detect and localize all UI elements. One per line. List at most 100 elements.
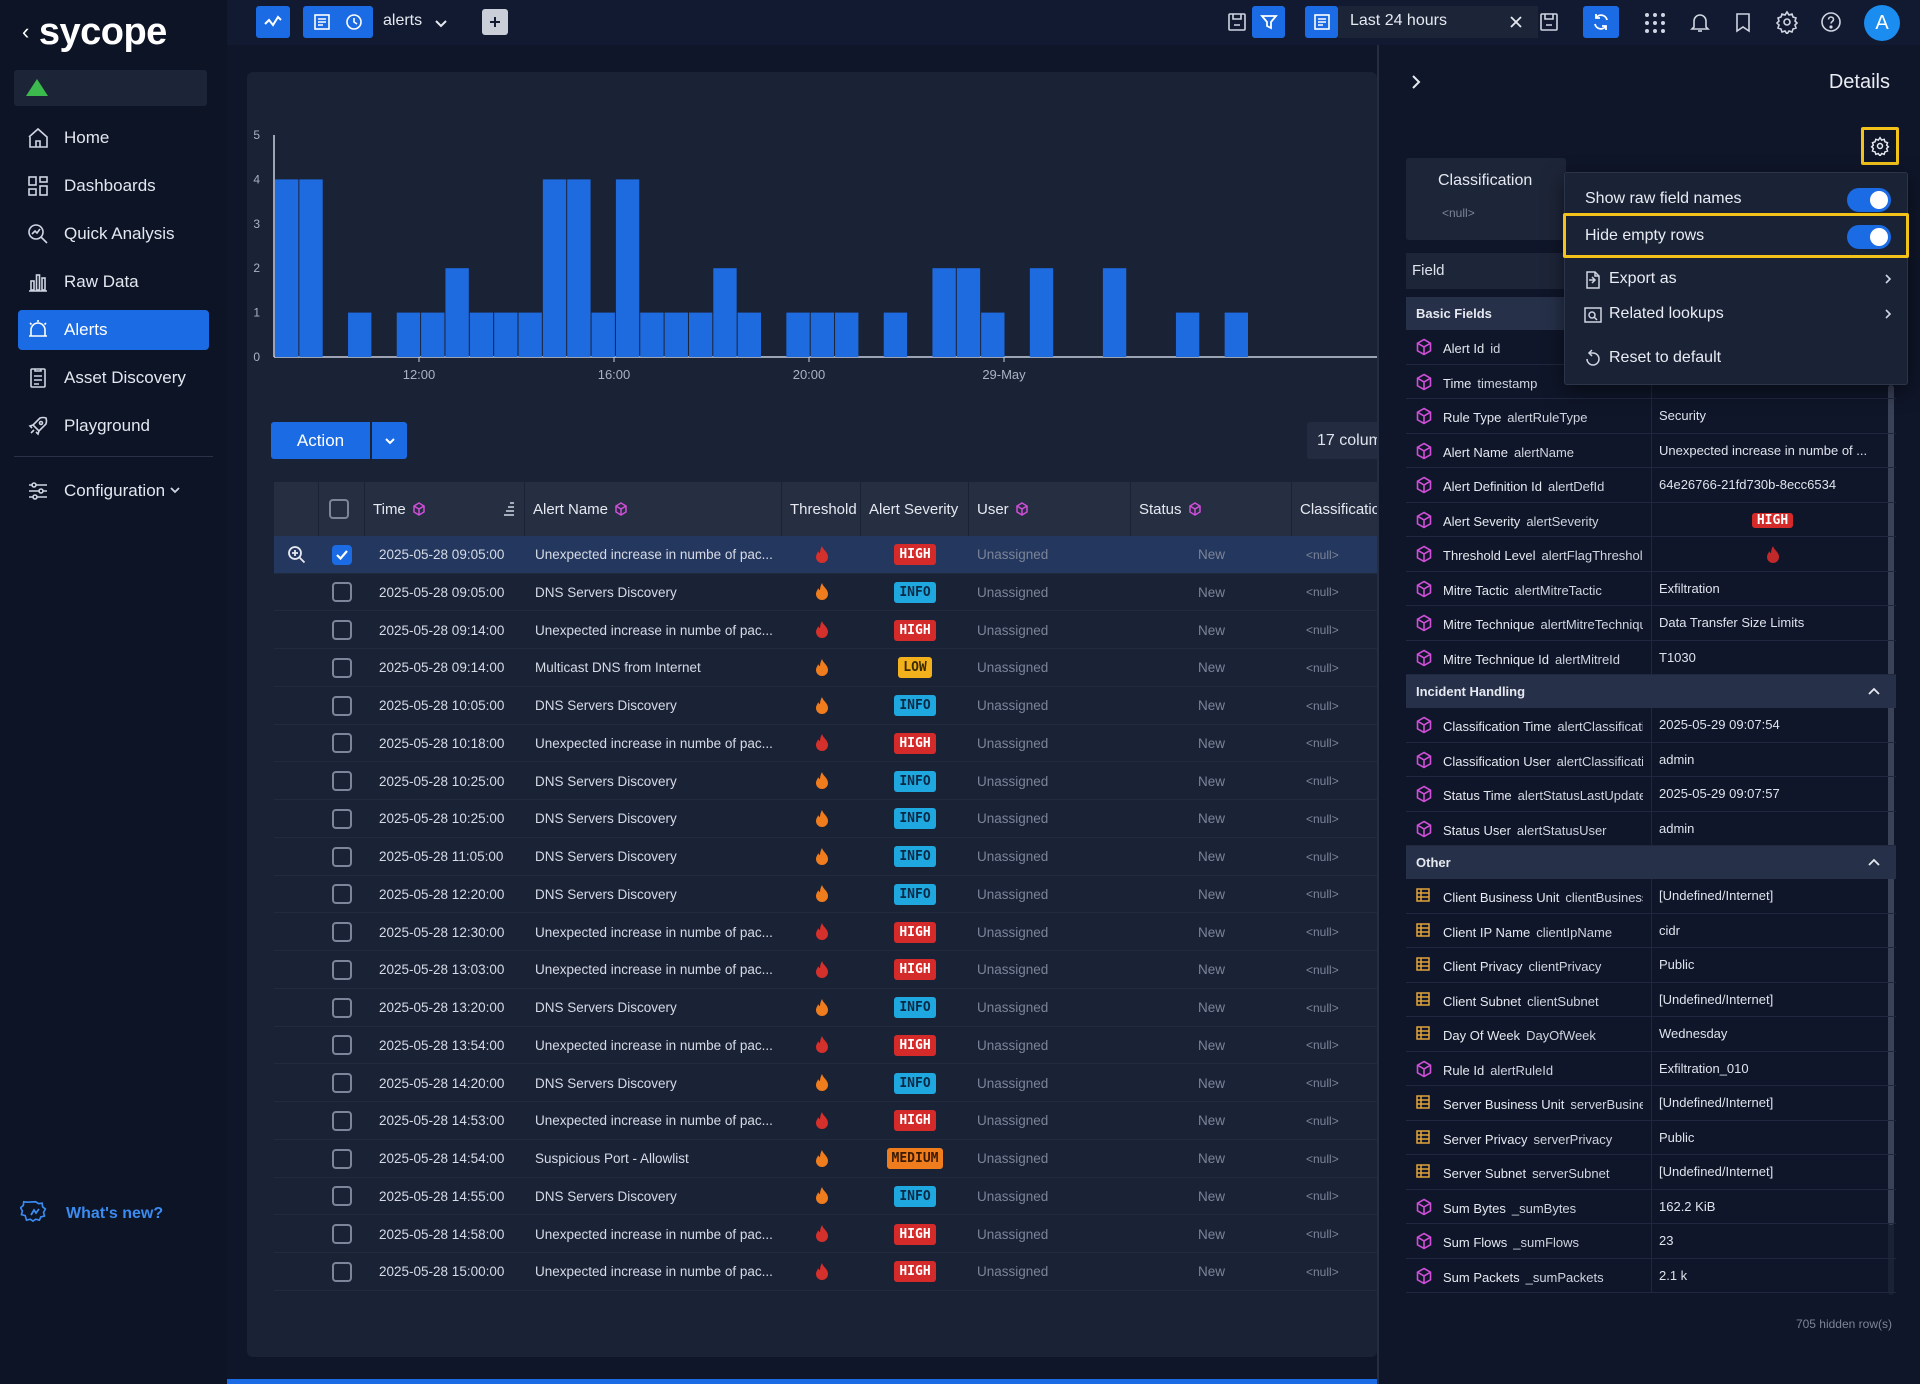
histogram-bar[interactable] (591, 312, 615, 357)
histogram-bar[interactable] (737, 312, 761, 357)
row-checkbox[interactable] (332, 544, 352, 565)
time-range-field[interactable] (1338, 6, 1538, 38)
classification-card[interactable]: Classification <null> (1406, 158, 1566, 240)
chevron-up-icon[interactable] (1866, 684, 1882, 698)
details-field-row[interactable]: Day Of Week DayOfWeek Wednesday (1406, 1017, 1896, 1052)
histogram-bar[interactable] (469, 312, 494, 357)
details-section-header[interactable]: Incident Handling (1406, 675, 1896, 708)
details-field-row[interactable]: Alert Name alertName Unexpected increase i… (1406, 433, 1896, 468)
table-row[interactable]: 2025-05-28 11:05:00 DNS Servers Discovery… (274, 838, 1377, 876)
alert-name-cell[interactable]: DNS Servers Discovery (535, 698, 677, 713)
histogram-bar[interactable] (1102, 268, 1127, 357)
select-all-checkbox[interactable] (329, 499, 349, 519)
table-row[interactable]: 2025-05-28 14:53:00 Unexpected increase i… (274, 1102, 1377, 1140)
alert-name-cell[interactable]: Multicast DNS from Internet (535, 660, 701, 676)
chevron-right-icon[interactable] (1409, 73, 1423, 91)
row-checkbox[interactable] (332, 1261, 352, 1282)
histogram-bar[interactable] (348, 312, 372, 357)
row-checkbox[interactable] (332, 1110, 352, 1131)
row-checkbox[interactable] (332, 922, 352, 942)
column-header-alert-name[interactable]: Alert Name (525, 482, 782, 536)
histogram-bar[interactable] (494, 312, 518, 357)
alert-name-cell[interactable]: Unexpected increase in numbe of pac... (535, 622, 773, 638)
sidebar-item-quick-analysis[interactable]: Quick Analysis (18, 214, 209, 254)
column-header-threshold[interactable]: Threshold (782, 482, 861, 536)
alert-name-cell[interactable]: Unexpected increase in numbe of pac... (535, 924, 773, 940)
sidebar-item-playground[interactable]: Playground (18, 406, 209, 446)
details-field-row[interactable]: Time timestamp (1406, 364, 1896, 399)
save-time-range-icon[interactable] (1538, 11, 1560, 33)
alert-name-cell[interactable]: DNS Servers Discovery (535, 886, 677, 902)
row-checkbox[interactable] (332, 657, 352, 678)
apps-grid-icon[interactable] (1643, 11, 1667, 35)
column-header-status[interactable]: Status (1131, 482, 1292, 536)
view-selector[interactable] (303, 6, 373, 38)
bookmark-icon[interactable] (1732, 11, 1754, 33)
table-row[interactable]: 2025-05-28 09:05:00 DNS Servers Discovery… (274, 574, 1377, 612)
sort-icon[interactable] (502, 501, 516, 517)
collapse-sidebar-icon[interactable]: ‹ (22, 19, 29, 44)
row-checkbox[interactable] (332, 884, 352, 905)
details-field-row[interactable]: Server Privacy serverPrivacy Public (1406, 1120, 1896, 1155)
details-field-row[interactable]: Mitre Technique alertMitreTechnique Data T… (1406, 606, 1896, 641)
row-checkbox[interactable] (332, 1148, 352, 1169)
details-section-header[interactable]: Other (1406, 846, 1896, 879)
details-field-row[interactable]: Status User alertStatusUser admin (1406, 811, 1896, 846)
view-name[interactable]: alerts (383, 12, 423, 29)
details-field-row[interactable]: Sum Flows _sumFlows 23 (1406, 1224, 1896, 1259)
table-row[interactable]: 2025-05-28 12:20:00 DNS Servers Discovery… (274, 876, 1377, 914)
sidebar-item-raw-data[interactable]: Raw Data (18, 262, 209, 302)
menu-item-related-lookups[interactable]: Related lookups (1565, 296, 1909, 332)
row-checkbox[interactable] (332, 1035, 352, 1056)
row-checkbox[interactable] (332, 959, 352, 980)
histogram-bar[interactable] (445, 268, 469, 357)
filter-button[interactable] (1252, 6, 1285, 38)
histogram-bar[interactable] (1029, 268, 1054, 357)
table-row[interactable]: 2025-05-28 13:20:00 DNS Servers Discovery… (274, 989, 1377, 1027)
details-field-row[interactable]: Sum Bytes _sumBytes 162.2 KiB (1406, 1189, 1896, 1224)
bell-icon[interactable] (1689, 11, 1711, 33)
table-row[interactable]: 2025-05-28 10:18:00 Unexpected increase i… (274, 725, 1377, 763)
histogram-bar[interactable] (664, 312, 688, 357)
details-field-row[interactable]: Alert Severity alertSeverity HIGH (1406, 502, 1896, 537)
hide-empty-rows-toggle[interactable] (1847, 225, 1891, 249)
row-checkbox[interactable] (332, 846, 352, 867)
menu-item-export-as[interactable]: Export as (1565, 261, 1909, 297)
chevron-up-icon[interactable] (1866, 855, 1882, 869)
column-header-user[interactable]: User (969, 482, 1131, 536)
details-field-row[interactable]: Sum Packets _sumPackets 2.1 k (1406, 1258, 1896, 1293)
row-checkbox[interactable] (332, 582, 352, 603)
alert-name-cell[interactable]: Unexpected increase in numbe of pac... (535, 735, 773, 751)
row-checkbox[interactable] (332, 733, 352, 754)
details-settings-button[interactable] (1861, 127, 1899, 165)
histogram-bar[interactable] (615, 179, 640, 357)
action-dropdown-button[interactable] (372, 422, 407, 459)
alert-name-cell[interactable]: DNS Servers Discovery (535, 1188, 677, 1204)
histogram-bar[interactable] (835, 312, 859, 357)
details-field-row[interactable]: Alert Definition Id alertDefId 64e26766-21… (1406, 468, 1896, 503)
sidebar-item-home[interactable]: Home (18, 118, 209, 158)
time-range-label[interactable]: Last 24 hours (1350, 12, 1447, 29)
table-row[interactable]: 2025-05-28 09:14:00 Multicast DNS from In… (274, 649, 1377, 687)
table-row[interactable]: 2025-05-28 10:25:00 DNS Servers Discovery… (274, 763, 1377, 801)
system-status-bar[interactable] (14, 70, 207, 106)
row-checkbox[interactable] (332, 1224, 352, 1244)
details-field-row[interactable]: Mitre Technique Id alertMitreId T1030 (1406, 640, 1896, 675)
sidebar-item-alerts[interactable]: Alerts (18, 310, 209, 350)
details-field-row[interactable]: Server Business Unit serverBusinessUnit [U… (1406, 1086, 1896, 1121)
table-row[interactable]: 2025-05-28 12:30:00 Unexpected increase i… (274, 914, 1377, 952)
table-row[interactable]: 2025-05-28 09:05:00 Unexpected increase i… (274, 536, 1377, 574)
columns-button[interactable]: 17 columns (1307, 422, 1377, 459)
details-field-row[interactable]: Classification User alertClassificationUs… (1406, 742, 1896, 777)
histogram-bar[interactable] (542, 179, 567, 357)
details-field-row[interactable]: Mitre Tactic alertMitreTactic Exfiltration (1406, 571, 1896, 606)
histogram-bar[interactable] (567, 179, 591, 357)
row-checkbox[interactable] (332, 808, 352, 829)
histogram-bar[interactable] (981, 312, 1005, 357)
alert-name-cell[interactable]: Unexpected increase in numbe of pac... (535, 1037, 773, 1053)
histogram-bar[interactable] (932, 268, 956, 357)
details-field-row[interactable]: Client Privacy clientPrivacy Public (1406, 948, 1896, 983)
alert-name-cell[interactable]: DNS Servers Discovery (535, 773, 677, 789)
row-checkbox[interactable] (332, 695, 352, 716)
column-header-time[interactable]: Time (365, 482, 525, 536)
